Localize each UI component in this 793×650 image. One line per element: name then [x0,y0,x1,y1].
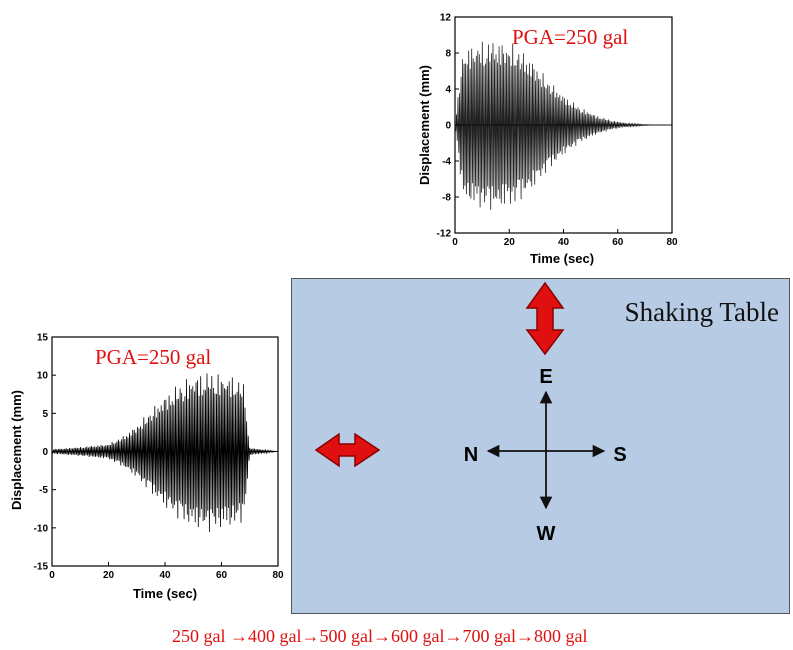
shaking-table-title: Shaking Table [624,297,779,327]
compass-east-label: E [539,366,552,388]
compass-west-label: W [537,523,556,545]
compass-north-label: N [464,444,478,466]
shake-arrow-horizontal-icon [314,432,381,468]
pga-sequence-caption: 250 gal →400 gal→500 gal→600 gal→700 gal… [172,626,588,646]
compass-south-label: S [613,444,626,466]
shake-arrow-vertical-icon [525,281,565,356]
